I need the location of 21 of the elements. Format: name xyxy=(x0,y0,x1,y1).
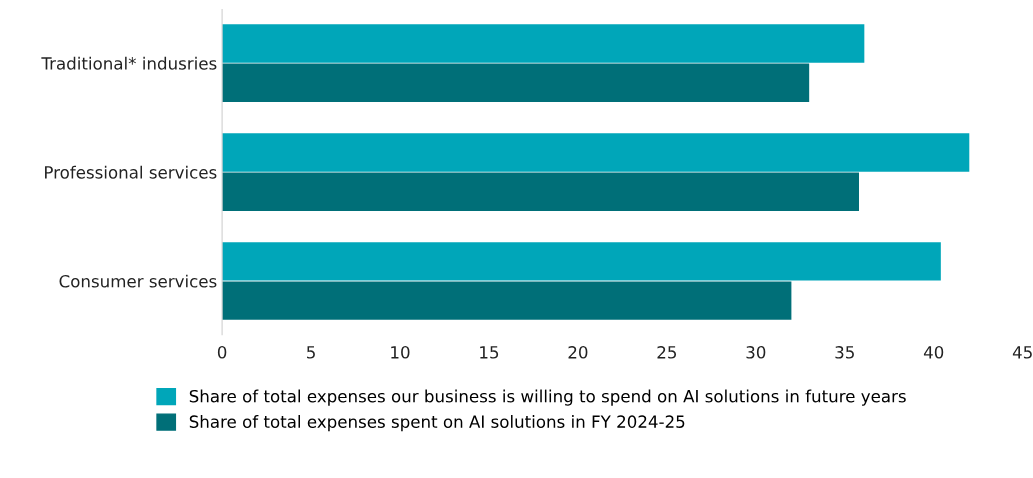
x-tick-label: 20 xyxy=(568,346,588,359)
legend-label: Share of total expenses spent on AI solutions in FY 2024-25 xyxy=(189,415,685,432)
y-tick-label: Consumer services xyxy=(59,274,217,288)
bar xyxy=(222,63,810,102)
bar xyxy=(222,172,859,211)
x-tick-label: 45 xyxy=(1012,346,1032,359)
y-tick-label: Professional services xyxy=(45,165,217,179)
bar xyxy=(222,281,792,320)
x-tick-label: 30 xyxy=(746,346,766,359)
x-tick-label: 5 xyxy=(307,346,315,359)
y-tick-label: Traditional* indusries xyxy=(41,56,217,70)
bar xyxy=(222,133,970,172)
x-tick-label: 0 xyxy=(217,346,227,359)
x-tick-label: 25 xyxy=(657,346,677,359)
bar xyxy=(222,24,865,63)
x-tick-label: 35 xyxy=(835,346,854,359)
legend-label: Share of total expenses our business is willing to spend on AI solutions in future years xyxy=(189,389,906,406)
x-tick-label: 40 xyxy=(923,346,944,359)
x-tick-label: 10 xyxy=(391,346,410,359)
bar xyxy=(222,242,941,281)
x-tick-label: 15 xyxy=(480,346,499,359)
